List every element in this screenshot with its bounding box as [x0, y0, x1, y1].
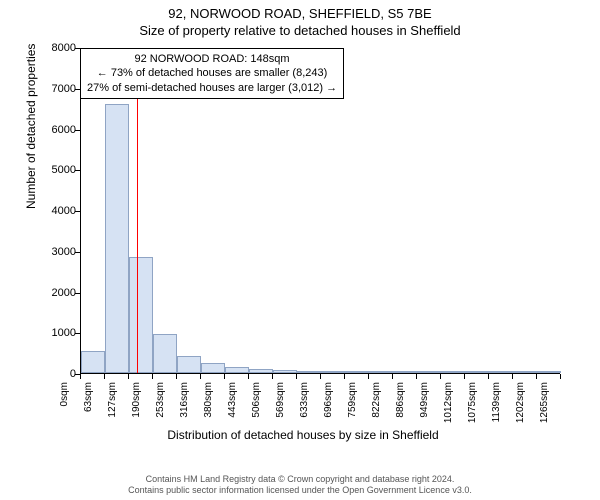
annotation-line-1: 92 NORWOOD ROAD: 148sqm: [87, 52, 337, 66]
histogram-bar: [129, 257, 152, 373]
histogram-bar: [249, 369, 272, 373]
y-tick-label: 0: [36, 368, 76, 380]
size-distribution-chart: Number of detached properties 0100020003…: [38, 44, 568, 424]
footer-line-2: Contains public sector information licen…: [0, 485, 600, 496]
histogram-bar: [201, 363, 224, 373]
histogram-bar: [513, 371, 536, 373]
y-tick-label: 6000: [36, 124, 76, 136]
histogram-bar: [273, 370, 296, 373]
histogram-bar: [225, 367, 248, 373]
histogram-bar: [441, 371, 464, 373]
y-tick-label: 2000: [36, 287, 76, 299]
y-tick-label: 1000: [36, 327, 76, 339]
header-address: 92, NORWOOD ROAD, SHEFFIELD, S5 7BE: [0, 6, 600, 21]
histogram-bar: [537, 371, 560, 373]
annotation-line-3: 27% of semi-detached houses are larger (…: [87, 81, 337, 95]
histogram-bar: [465, 371, 488, 373]
x-axis-label: Distribution of detached houses by size …: [38, 428, 568, 442]
histogram-bar: [489, 371, 512, 373]
histogram-bar: [153, 334, 176, 373]
histogram-bar: [393, 371, 416, 373]
histogram-bar: [297, 371, 320, 373]
y-tick-label: 7000: [36, 83, 76, 95]
histogram-bar: [345, 371, 368, 373]
histogram-bar: [105, 104, 128, 373]
x-tick-label: 1265sqm: [539, 382, 581, 423]
y-tick-label: 4000: [36, 205, 76, 217]
footer-line-1: Contains HM Land Registry data © Crown c…: [0, 474, 600, 485]
histogram-bar: [369, 371, 392, 373]
histogram-bar: [321, 371, 344, 373]
histogram-bar: [177, 356, 200, 373]
chart-footer: Contains HM Land Registry data © Crown c…: [0, 474, 600, 497]
header-subtitle: Size of property relative to detached ho…: [0, 23, 600, 38]
histogram-bar: [81, 351, 104, 373]
y-tick-label: 3000: [36, 246, 76, 258]
annotation-line-2: ← 73% of detached houses are smaller (8,…: [87, 66, 337, 80]
property-annotation: 92 NORWOOD ROAD: 148sqm ← 73% of detache…: [80, 48, 344, 99]
histogram-bar: [417, 371, 440, 373]
y-tick-label: 5000: [36, 164, 76, 176]
chart-header: 92, NORWOOD ROAD, SHEFFIELD, S5 7BE Size…: [0, 0, 600, 38]
y-tick-label: 8000: [36, 42, 76, 54]
